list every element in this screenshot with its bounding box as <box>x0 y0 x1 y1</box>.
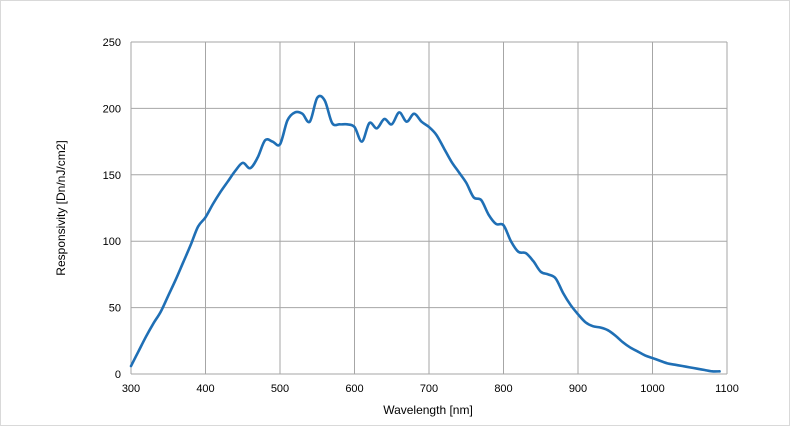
x-tick-label: 700 <box>420 383 438 395</box>
x-tick-label: 300 <box>122 383 140 395</box>
series-layer <box>129 94 721 373</box>
y-tick-label: 250 <box>103 37 121 49</box>
y-tick-label: 100 <box>103 236 121 248</box>
y-tick-label: 200 <box>103 103 121 115</box>
x-axis-title: Wavelength [nm] <box>383 403 473 417</box>
x-tick-label: 800 <box>494 383 512 395</box>
x-tick-label: 600 <box>345 383 363 395</box>
y-tick-label: 150 <box>103 170 121 182</box>
x-tick-label: 900 <box>569 383 587 395</box>
y-axis-title: Responsivity [Dn/nJ/cm2] <box>54 140 68 275</box>
x-tick-label: 1100 <box>715 383 739 395</box>
y-tick-label: 50 <box>109 303 121 315</box>
x-tick-label: 1000 <box>640 383 664 395</box>
x-tick-label: 400 <box>196 383 214 395</box>
responsivity-series-line <box>129 94 721 373</box>
tick-label-layer: 0 50 100 150 200 250 300 400 500 600 700 800 900 1000… <box>103 37 739 395</box>
y-tick-label: 0 <box>115 369 121 381</box>
x-tick-label: 500 <box>271 383 289 395</box>
grid-layer <box>130 41 728 375</box>
